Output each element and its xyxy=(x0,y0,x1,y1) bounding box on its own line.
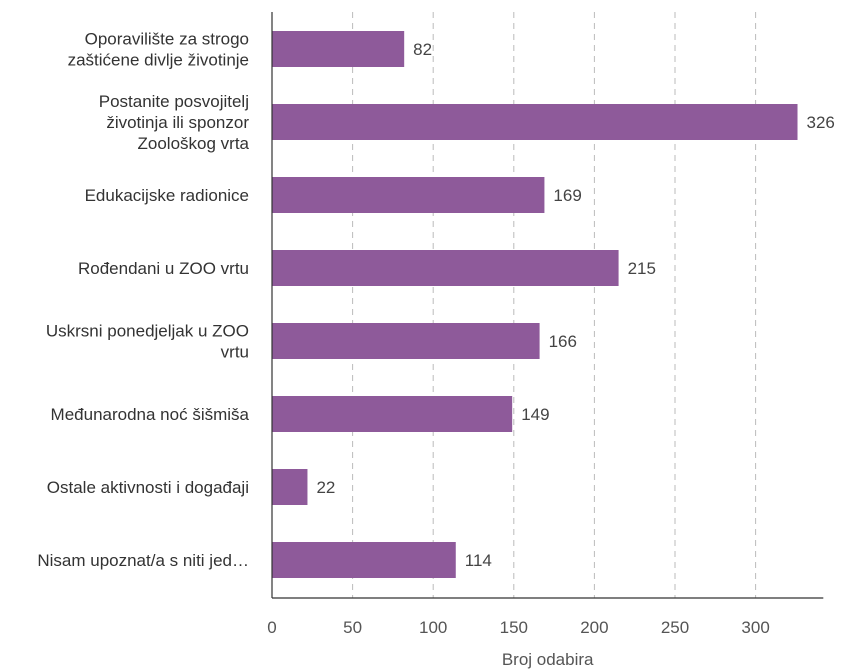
grid-lines xyxy=(352,12,757,598)
value-label-6: 22 xyxy=(316,478,335,497)
bar-0 xyxy=(272,31,405,67)
value-label-3: 215 xyxy=(628,259,656,278)
category-label-4: Uskrsni ponedjeljak u ZOO vrtu xyxy=(46,322,249,362)
axes xyxy=(271,12,824,599)
x-axis-title: Broj odabira xyxy=(502,650,594,669)
value-label-2: 169 xyxy=(553,186,581,205)
category-label-2: Edukacijske radionice xyxy=(85,186,249,205)
category-label-3: Rođendani u ZOO vrtu xyxy=(78,259,249,278)
category-label-5: Međunarodna noć šišmiša xyxy=(51,405,250,424)
category-label-0: Oporavilište za strogo zaštićene divlje ž… xyxy=(68,30,249,70)
value-label-4: 166 xyxy=(549,332,577,351)
value-label-7: 114 xyxy=(465,551,492,570)
value-label-5: 149 xyxy=(521,405,549,424)
category-label-7: Nisam upoznat/a s niti jed… xyxy=(37,551,249,570)
x-tick-label-100: 100 xyxy=(419,618,447,637)
bar-2 xyxy=(272,177,545,213)
category-label-1: Postanite posvojitelj životinja ili sponz… xyxy=(99,92,250,153)
x-tick-label-250: 250 xyxy=(661,618,689,637)
category-labels: Oporavilište za strogo zaštićene divlje ž… xyxy=(37,30,249,571)
x-tick-label-50: 50 xyxy=(343,618,362,637)
bar-4 xyxy=(272,323,540,359)
value-label-0: 82 xyxy=(413,40,432,59)
bars xyxy=(272,31,798,578)
bar-6 xyxy=(272,469,308,505)
bar-1 xyxy=(272,104,798,140)
x-tick-label-150: 150 xyxy=(500,618,528,637)
bar-5 xyxy=(272,396,513,432)
bar-7 xyxy=(272,542,456,578)
x-tick-label-300: 300 xyxy=(741,618,769,637)
x-tick-label-0: 0 xyxy=(267,618,276,637)
value-labels: 82 326 169 215 166 149 22 114 xyxy=(316,40,834,570)
value-label-1: 326 xyxy=(807,113,835,132)
x-tick-labels: 0 50 100 150 200 250 300 xyxy=(267,618,770,637)
category-label-6: Ostale aktivnosti i događaji xyxy=(47,478,249,497)
x-tick-label-200: 200 xyxy=(580,618,608,637)
bar-3 xyxy=(272,250,619,286)
